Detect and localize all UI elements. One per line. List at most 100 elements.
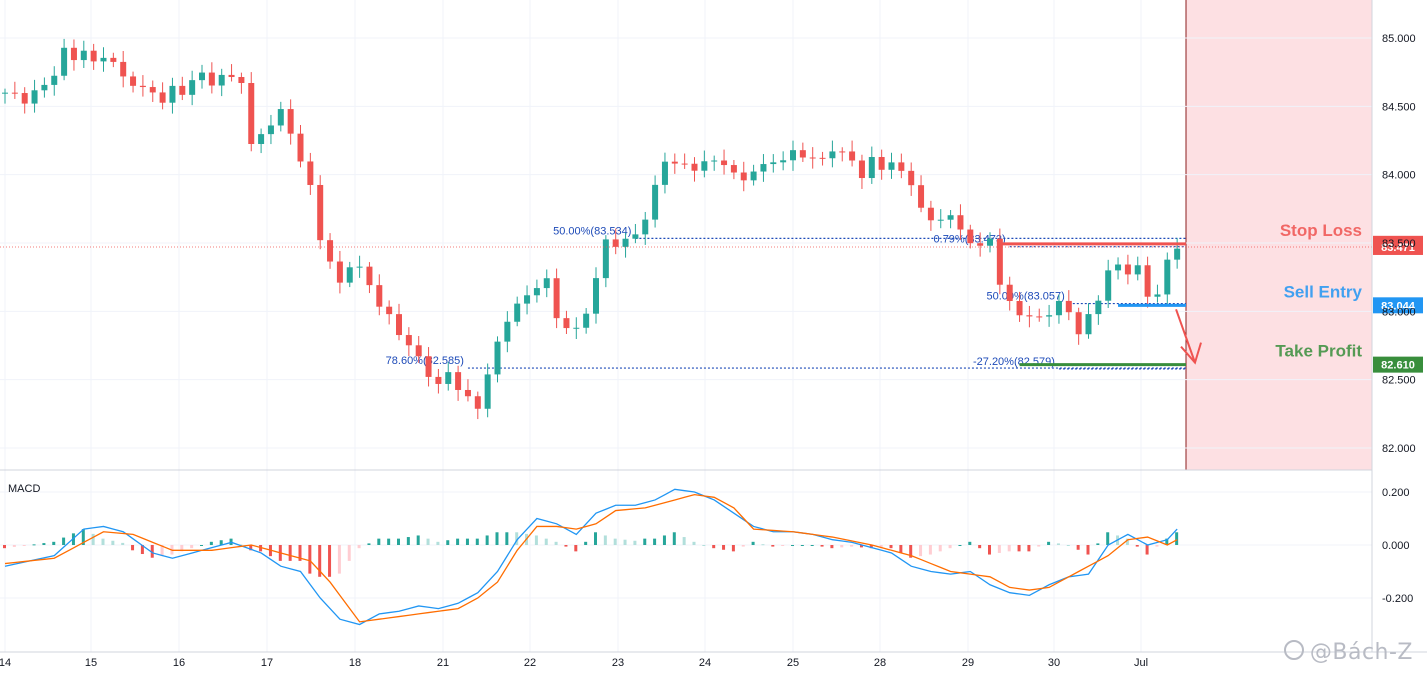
time-tick-label: Jul — [1134, 657, 1148, 669]
candle-body — [868, 157, 875, 179]
candle-body — [208, 72, 215, 86]
trade-arrow-head — [1180, 342, 1202, 365]
macd-histogram-bar — [1175, 532, 1179, 545]
candle-body — [760, 164, 767, 172]
sell-entry-price-tag-label: 83.044 — [1381, 300, 1416, 312]
candle-body — [858, 160, 865, 179]
candle-body — [514, 303, 521, 322]
macd-histogram-bar — [456, 538, 460, 545]
candle-body — [790, 150, 796, 161]
macd-histogram-bar — [328, 545, 332, 577]
candle-body — [681, 163, 688, 165]
macd-histogram-bar — [1106, 532, 1110, 545]
macd-histogram-bar — [554, 541, 558, 545]
macd-histogram-bar — [436, 541, 440, 545]
time-tick-label: 30 — [1048, 657, 1060, 669]
macd-histogram-bar — [771, 545, 775, 547]
macd-histogram-bar — [416, 535, 420, 545]
macd-line — [4, 488, 1178, 626]
candle-body — [602, 239, 609, 279]
macd-histogram-bar — [702, 545, 706, 546]
macd-histogram-bar — [190, 545, 194, 549]
macd-histogram-bar — [761, 544, 765, 546]
candle-body — [415, 345, 422, 357]
candle-body — [1085, 314, 1092, 335]
candle-body — [336, 261, 343, 283]
tv-logo-icon — [1283, 640, 1304, 660]
candle-body — [317, 184, 324, 241]
candle-body — [179, 85, 186, 95]
candle-body — [996, 238, 1003, 285]
macd-histogram-bar — [1076, 545, 1080, 550]
macd-histogram-bar — [515, 532, 519, 545]
take-profit-price-tag-label: 82.610 — [1381, 360, 1415, 372]
macd-histogram-bar — [938, 545, 942, 552]
macd-histogram-bar — [643, 538, 647, 545]
macd-histogram-bar — [475, 538, 479, 545]
candle-body — [277, 109, 284, 126]
macd-tick-label: -0.200 — [1382, 593, 1413, 605]
candle-body — [474, 396, 481, 409]
macd-histogram-bar — [1145, 545, 1149, 555]
candle-body — [484, 374, 491, 409]
candle-body — [1006, 284, 1013, 302]
candle-body — [642, 219, 649, 235]
macd-histogram-bar — [603, 535, 607, 545]
macd-histogram-bar — [81, 529, 85, 545]
price-tick-label: 82.000 — [1382, 443, 1416, 455]
candle-body — [957, 215, 964, 230]
sell-entry-label: Sell Entry — [1284, 282, 1363, 301]
macd-histogram-bar — [781, 545, 785, 546]
candle-body — [1154, 294, 1161, 297]
macd-histogram-bar — [791, 545, 794, 546]
sell-entry-price-tag — [1373, 297, 1423, 314]
candle-body — [1115, 264, 1122, 271]
macd-histogram-bar — [722, 545, 726, 550]
macd-histogram-bar — [712, 545, 716, 549]
candle-body — [1105, 270, 1112, 301]
candle-body — [553, 278, 560, 319]
current-price-tag-label: 83.471 — [1381, 242, 1415, 254]
candle-body — [878, 157, 885, 170]
signal-line — [4, 493, 1178, 623]
candle-body — [987, 238, 993, 246]
macd-histogram-bar — [32, 544, 36, 546]
candle-body — [839, 151, 846, 153]
macd-histogram-bar — [239, 544, 243, 546]
candle-body — [819, 157, 826, 159]
macd-histogram-bar — [534, 535, 538, 545]
macd-histogram-bar — [318, 545, 322, 577]
macd-histogram-bar — [584, 541, 588, 545]
macd-histogram-bar — [505, 532, 509, 545]
candle-body — [258, 134, 265, 144]
macd-histogram-bar — [1086, 545, 1090, 555]
candle-body — [701, 161, 708, 171]
macd-histogram-bar — [1047, 541, 1051, 545]
macd-histogram-bar — [800, 545, 804, 546]
candle-body — [287, 109, 294, 134]
macd-histogram-bar — [357, 545, 361, 549]
macd-panel: 0.200 0.000 -0.200 — [0, 487, 1413, 626]
candle-body — [1095, 300, 1102, 315]
take-profit-label: Take Profit — [1275, 342, 1362, 361]
macd-histogram-bar — [406, 537, 410, 545]
macd-histogram-bar — [62, 537, 66, 545]
grid — [0, 0, 1372, 652]
time-tick-label: 23 — [612, 657, 624, 669]
candle-body — [327, 240, 334, 262]
macd-tick-label: 0.000 — [1382, 540, 1410, 552]
macd-histogram-bar — [150, 545, 154, 558]
candle-body — [1036, 316, 1043, 318]
macd-histogram-bar — [426, 538, 430, 545]
time-tick-label: 16 — [173, 657, 185, 669]
price-tick-label: 83.000 — [1382, 306, 1416, 318]
axes[interactable]: 82.000 82.500 83.000 83.500 84.000 84.500 85.0… — [0, 33, 1416, 669]
macd-histogram-bar — [42, 543, 46, 545]
candle-body — [730, 165, 737, 173]
macd-histogram-bar — [1135, 545, 1139, 547]
price-tick-label: 84.500 — [1382, 101, 1416, 113]
macd-histogram-bar — [899, 545, 903, 553]
